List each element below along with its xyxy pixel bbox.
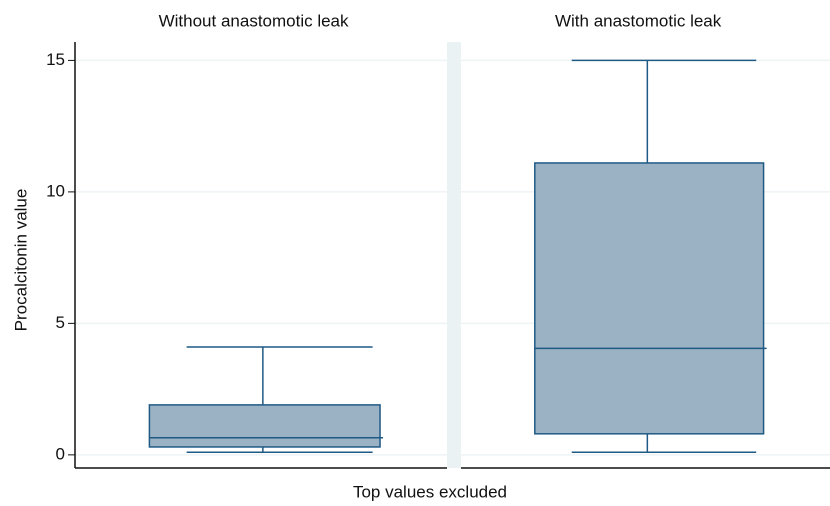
y-tick-label: 5	[56, 313, 65, 332]
y-tick-label: 10	[46, 181, 65, 200]
panel-gap	[447, 42, 461, 468]
x-axis-label: Top values excluded	[353, 482, 507, 501]
y-tick-label: 0	[56, 444, 65, 463]
box	[148, 404, 381, 448]
panel-title: Without anastomotic leak	[159, 11, 349, 30]
panel-title: With anastomotic leak	[555, 11, 722, 30]
y-axis-label: Procalcitonin value	[11, 189, 30, 332]
box	[534, 162, 765, 435]
y-tick-label: 15	[46, 50, 65, 69]
